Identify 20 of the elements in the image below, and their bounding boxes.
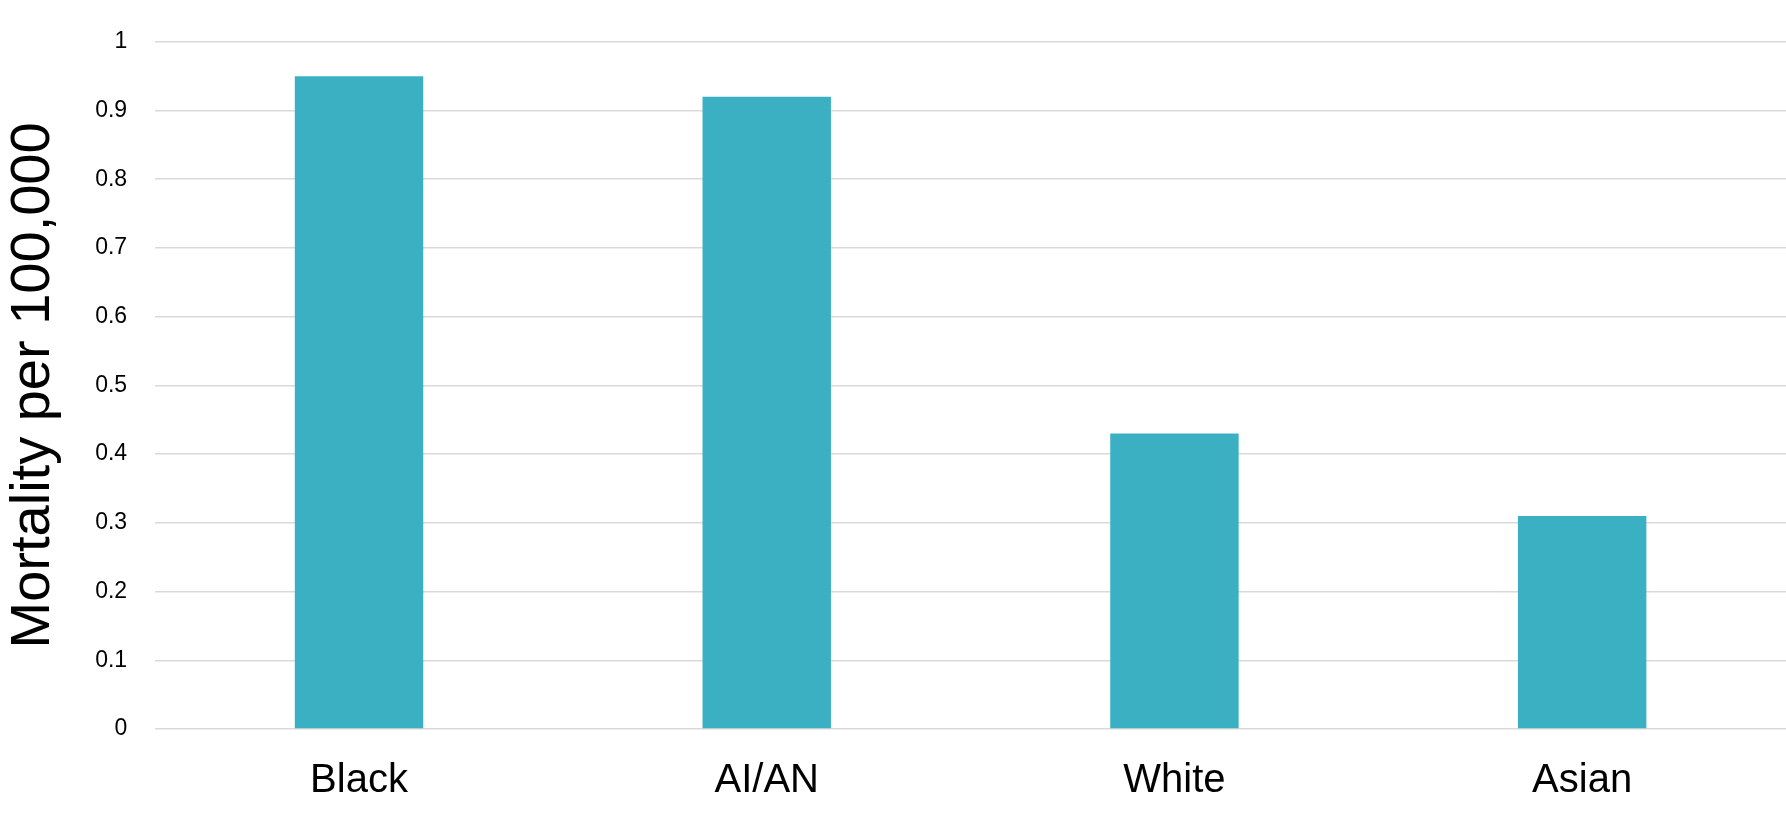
y-tick-label: 0.3 <box>95 508 128 535</box>
y-tick-label: 0.4 <box>95 439 128 466</box>
y-axis-title: Mortality per 100,000 <box>0 122 62 649</box>
y-tick-label: 1 <box>114 27 128 54</box>
bar <box>294 76 424 729</box>
y-tick-label: 0.6 <box>95 302 128 329</box>
y-tick-label: 0.9 <box>95 95 128 122</box>
y-tick-label: 0.1 <box>95 645 128 672</box>
y-tick-label: 0.8 <box>95 164 128 191</box>
y-tick-label: 0.2 <box>95 576 128 603</box>
y-tick-label: 0.5 <box>95 370 128 397</box>
x-tick-label: AI/AN <box>714 756 819 801</box>
x-tick-label: Black <box>310 756 409 801</box>
x-tick-label: White <box>1123 756 1226 801</box>
x-tick-label: Asian <box>1532 756 1633 801</box>
bar <box>1110 433 1239 729</box>
y-tick-label: 0.7 <box>95 233 128 260</box>
bar <box>1517 515 1647 729</box>
y-tick-label: 0 <box>114 714 128 741</box>
bar <box>702 96 831 729</box>
